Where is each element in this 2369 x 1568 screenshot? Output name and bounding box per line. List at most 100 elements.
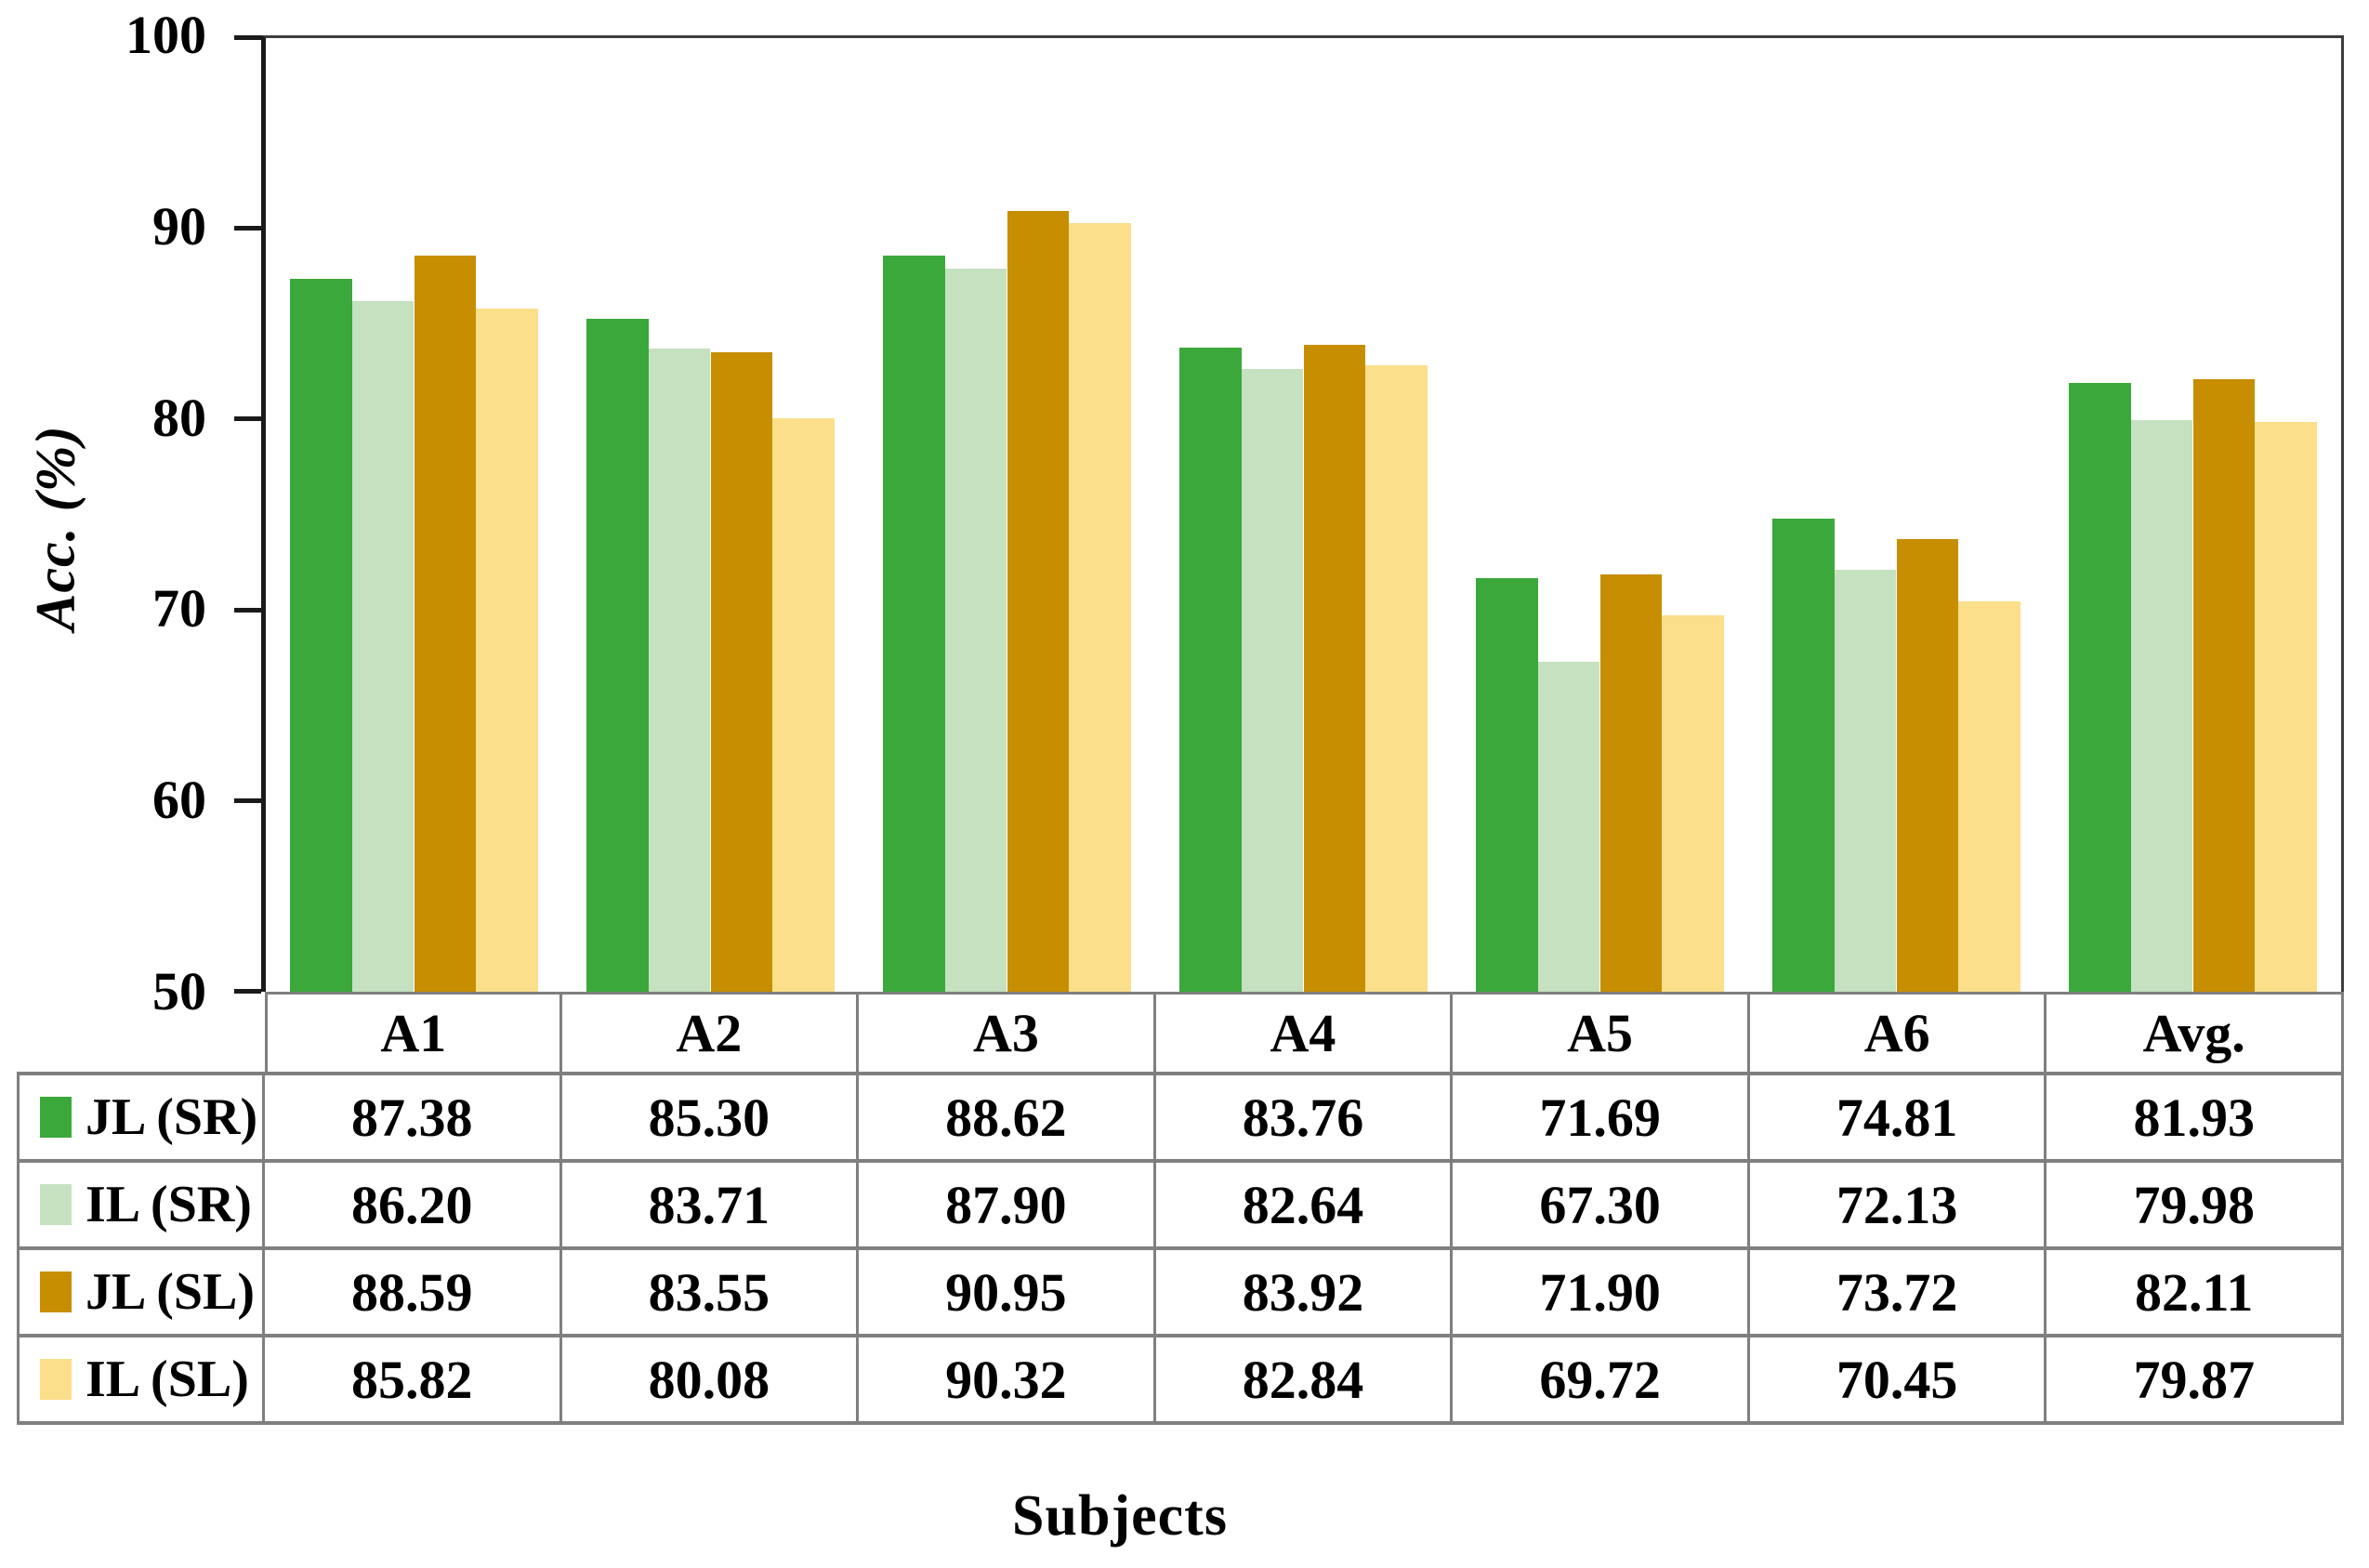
bar-il-sl-avg bbox=[2255, 422, 2318, 992]
bar-groups bbox=[266, 38, 2341, 992]
value-cell-jl-sr-a4: 83.76 bbox=[1155, 1075, 1454, 1163]
value-cell-il-sl-a5: 69.72 bbox=[1453, 1337, 1750, 1425]
legend-swatch-il-sl bbox=[40, 1359, 72, 1400]
table-row-jl-sl: JL (SL) 88.59 83.55 90.95 83.92 71.90 73.72 82.… bbox=[17, 1250, 2344, 1337]
value-cell-jl-sl-avg: 82.11 bbox=[2047, 1250, 2344, 1337]
value-cell-jl-sr-a1: 87.38 bbox=[265, 1075, 562, 1163]
legend-label-jl-sr: JL (SR) bbox=[86, 1088, 258, 1146]
bar-jl-sl-a4 bbox=[1303, 344, 1366, 992]
bar-jl-sl-a3 bbox=[1007, 210, 1070, 992]
legend-label-il-sl: IL (SL) bbox=[86, 1351, 249, 1408]
bar-jl-sr-a4 bbox=[1178, 348, 1242, 992]
bar-jl-sl-a5 bbox=[1599, 573, 1663, 992]
value-cell-il-sr-a6: 72.13 bbox=[1749, 1163, 2047, 1250]
table-row-jl-sr: JL (SR) 87.38 85.30 88.62 83.76 71.69 74.81 81.… bbox=[17, 1075, 2344, 1163]
bar-il-sr-a6 bbox=[1834, 569, 1897, 992]
value-cell-il-sl-a6: 70.45 bbox=[1749, 1337, 2047, 1425]
bar-group-a3 bbox=[859, 38, 1155, 992]
column-header-a4: A4 bbox=[1155, 992, 1454, 1075]
value-cell-jl-sr-a2: 85.30 bbox=[561, 1075, 860, 1163]
bar-il-sl-a3 bbox=[1069, 222, 1132, 992]
bar-group-avg bbox=[2045, 38, 2341, 992]
bar-jl-sl-a6 bbox=[1896, 539, 1959, 992]
bar-jl-sr-a6 bbox=[1771, 518, 1835, 992]
y-tick-mark-50 bbox=[234, 989, 261, 994]
column-header-a1: A1 bbox=[265, 992, 562, 1075]
table-corner-cell bbox=[17, 992, 265, 1075]
x-axis-title: Subjects bbox=[1012, 1484, 1228, 1548]
value-cell-il-sl-a3: 90.32 bbox=[859, 1337, 1156, 1425]
bar-group-a6 bbox=[1748, 38, 2045, 992]
column-header-a6: A6 bbox=[1749, 992, 2047, 1075]
bar-jl-sr-a2 bbox=[586, 318, 649, 992]
bar-jl-sr-a1 bbox=[289, 278, 352, 992]
y-tick-label-70: 70 bbox=[152, 578, 206, 639]
legend-label-il-sr: IL (SR) bbox=[86, 1176, 252, 1233]
value-cell-il-sl-a4: 82.84 bbox=[1155, 1337, 1454, 1425]
bar-group-a2 bbox=[562, 38, 859, 992]
bar-jl-sl-a2 bbox=[710, 351, 773, 992]
y-tick-label-90: 90 bbox=[152, 195, 206, 257]
y-tick-mark-100 bbox=[234, 35, 261, 40]
y-tick-label-50: 50 bbox=[152, 961, 206, 1021]
bar-il-sl-a6 bbox=[1958, 601, 2021, 992]
y-tick-mark-80 bbox=[234, 416, 261, 422]
bar-il-sr-a2 bbox=[648, 349, 711, 992]
value-cell-jl-sr-a5: 71.69 bbox=[1453, 1075, 1750, 1163]
bar-il-sr-a5 bbox=[1537, 662, 1600, 992]
value-cell-il-sr-a2: 83.71 bbox=[561, 1163, 860, 1250]
y-tick-label-60: 60 bbox=[152, 770, 206, 831]
value-cell-il-sr-a3: 87.90 bbox=[859, 1163, 1156, 1250]
bar-jl-sl-a1 bbox=[414, 256, 477, 992]
y-axis-tick-labels: 100 90 80 70 60 50 bbox=[0, 5, 206, 1021]
legend-label-jl-sl: JL (SL) bbox=[86, 1263, 256, 1321]
legend-swatch-il-sr bbox=[40, 1184, 72, 1225]
value-cell-jl-sr-avg: 81.93 bbox=[2047, 1075, 2344, 1163]
bar-jl-sr-avg bbox=[2068, 382, 2131, 992]
y-tick-label-100: 100 bbox=[125, 5, 206, 65]
value-cell-il-sr-a5: 67.30 bbox=[1453, 1163, 1750, 1250]
value-cell-jl-sr-a3: 88.62 bbox=[859, 1075, 1156, 1163]
value-cell-il-sr-a1: 86.20 bbox=[265, 1163, 562, 1250]
column-header-a5: A5 bbox=[1453, 992, 1750, 1075]
value-cell-jl-sl-a4: 83.92 bbox=[1155, 1250, 1454, 1337]
table-row-il-sr: IL (SR) 86.20 83.71 87.90 82.64 67.30 72.13 79.… bbox=[17, 1163, 2344, 1250]
value-cell-il-sr-avg: 79.98 bbox=[2047, 1163, 2344, 1250]
column-header-a2: A2 bbox=[561, 992, 860, 1075]
table-header-row: A1 A2 A3 A4 A5 A6 Avg. bbox=[17, 992, 2344, 1075]
y-tick-mark-70 bbox=[234, 607, 261, 613]
table-row-il-sl: IL (SL) 85.82 80.08 90.32 82.84 69.72 70.45 79.… bbox=[17, 1337, 2344, 1425]
value-cell-il-sl-avg: 79.87 bbox=[2047, 1337, 2344, 1425]
bar-il-sr-avg bbox=[2130, 419, 2193, 992]
legend-key-il-sr: IL (SR) bbox=[17, 1163, 265, 1250]
y-tick-mark-60 bbox=[234, 797, 261, 803]
value-cell-jl-sl-a6: 73.72 bbox=[1749, 1250, 2047, 1337]
bar-il-sr-a4 bbox=[1241, 369, 1304, 992]
bar-group-a5 bbox=[1452, 38, 1748, 992]
bar-jl-sr-a3 bbox=[882, 255, 945, 992]
legend-key-jl-sr: JL (SR) bbox=[17, 1075, 265, 1163]
bar-il-sr-a3 bbox=[944, 269, 1007, 992]
value-cell-il-sl-a2: 80.08 bbox=[561, 1337, 860, 1425]
bar-il-sl-a4 bbox=[1365, 365, 1428, 992]
legend-swatch-jl-sr bbox=[40, 1097, 72, 1138]
data-table: A1 A2 A3 A4 A5 A6 Avg. JL (SR) 87.38 85.30 88.62 83… bbox=[17, 992, 2344, 1425]
value-cell-il-sl-a1: 85.82 bbox=[265, 1337, 562, 1425]
y-tick-mark-90 bbox=[234, 226, 261, 231]
bar-group-a1 bbox=[266, 38, 562, 992]
y-tick-label-80: 80 bbox=[152, 387, 206, 448]
bar-jl-sr-a5 bbox=[1475, 577, 1538, 992]
value-cell-jl-sl-a5: 71.90 bbox=[1453, 1250, 1750, 1337]
legend-swatch-jl-sl bbox=[40, 1272, 72, 1312]
bar-il-sl-a2 bbox=[772, 417, 836, 992]
bar-il-sr-a1 bbox=[351, 301, 415, 992]
bar-group-a4 bbox=[1155, 38, 1452, 992]
plot-area bbox=[234, 35, 2344, 994]
column-header-avg: Avg. bbox=[2047, 992, 2344, 1075]
column-header-a3: A3 bbox=[859, 992, 1156, 1075]
bar-jl-sl-avg bbox=[2192, 379, 2256, 992]
legend-key-jl-sl: JL (SL) bbox=[17, 1250, 265, 1337]
value-cell-jl-sl-a2: 83.55 bbox=[561, 1250, 860, 1337]
bar-il-sl-a5 bbox=[1662, 615, 1725, 992]
